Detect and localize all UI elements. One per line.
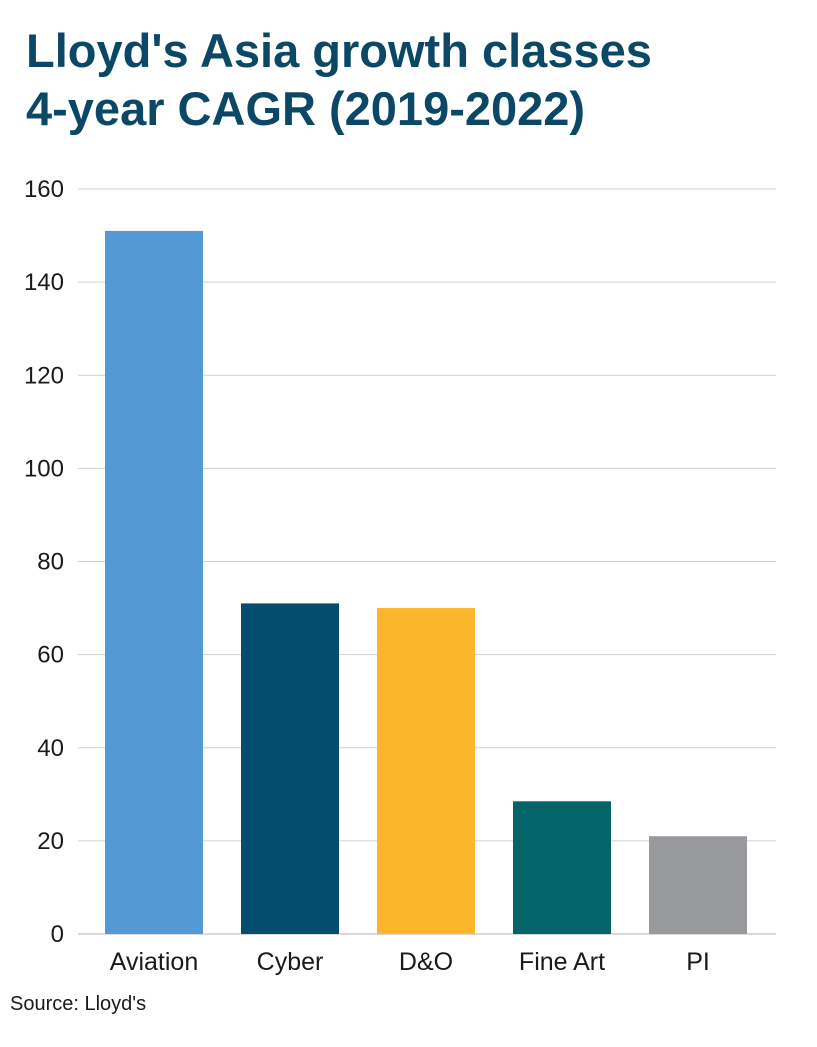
- x-label-aviation: Aviation: [110, 948, 199, 976]
- x-label-d-o: D&O: [399, 948, 453, 976]
- y-tick-label-60: 60: [37, 642, 64, 669]
- y-tick-label-140: 140: [24, 269, 64, 296]
- y-tick-label-0: 0: [51, 921, 64, 948]
- x-label-fine-art: Fine Art: [519, 948, 605, 976]
- y-tick-label-160: 160: [24, 176, 64, 203]
- y-tick-label-20: 20: [37, 828, 64, 855]
- chart-title-line-1: Lloyd's Asia growth classes: [26, 24, 652, 77]
- bars: [105, 230, 747, 934]
- y-tick-label-100: 100: [24, 455, 64, 482]
- bar-fine-art: [513, 801, 611, 934]
- y-tick-label-40: 40: [37, 735, 64, 762]
- chart-title-line-2: 4-year CAGR (2019-2022): [26, 82, 586, 135]
- bar-cyber: [241, 603, 339, 934]
- y-tick-label-120: 120: [24, 362, 64, 389]
- bar-aviation: [105, 230, 203, 934]
- y-tick-label-80: 80: [37, 549, 64, 576]
- y-axis-tick-labels: 0 20 40 60 80 100 120 140 160: [24, 176, 64, 948]
- source-note: Source: Lloyd's: [10, 993, 147, 1015]
- x-label-pi: PI: [686, 948, 710, 976]
- bar-d-o: [377, 608, 475, 934]
- x-label-cyber: Cyber: [257, 948, 324, 976]
- x-axis-category-labels: Aviation Cyber D&O Fine Art PI: [110, 948, 710, 976]
- chart-title: Lloyd's Asia growth classes 4-year CAGR …: [26, 22, 652, 138]
- bar-pi: [649, 836, 747, 934]
